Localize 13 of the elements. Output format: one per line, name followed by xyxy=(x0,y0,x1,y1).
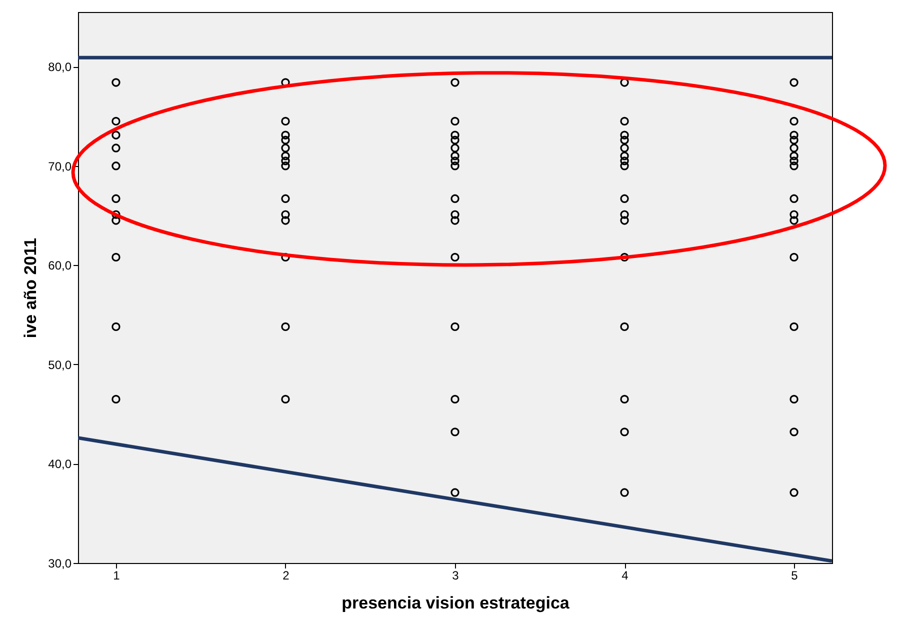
x-tick-label: 5 xyxy=(791,568,798,582)
y-tick-label: 80,0 xyxy=(48,60,72,74)
y-tick-label: 30,0 xyxy=(48,556,72,570)
y-tick-label: 40,0 xyxy=(48,457,72,472)
y-axis-title: ive año 2011 xyxy=(21,238,40,338)
y-tick-label: 70,0 xyxy=(48,159,72,174)
y-tick-label: 50,0 xyxy=(48,358,72,372)
x-tick-label: 1 xyxy=(113,568,120,582)
x-tick-label: 3 xyxy=(452,568,460,582)
y-tick-label: 60,0 xyxy=(48,258,72,273)
x-tick-label: 4 xyxy=(622,568,629,582)
x-axis-title: presencia vision estrategica xyxy=(342,594,570,612)
x-tick-label: 2 xyxy=(282,568,290,582)
